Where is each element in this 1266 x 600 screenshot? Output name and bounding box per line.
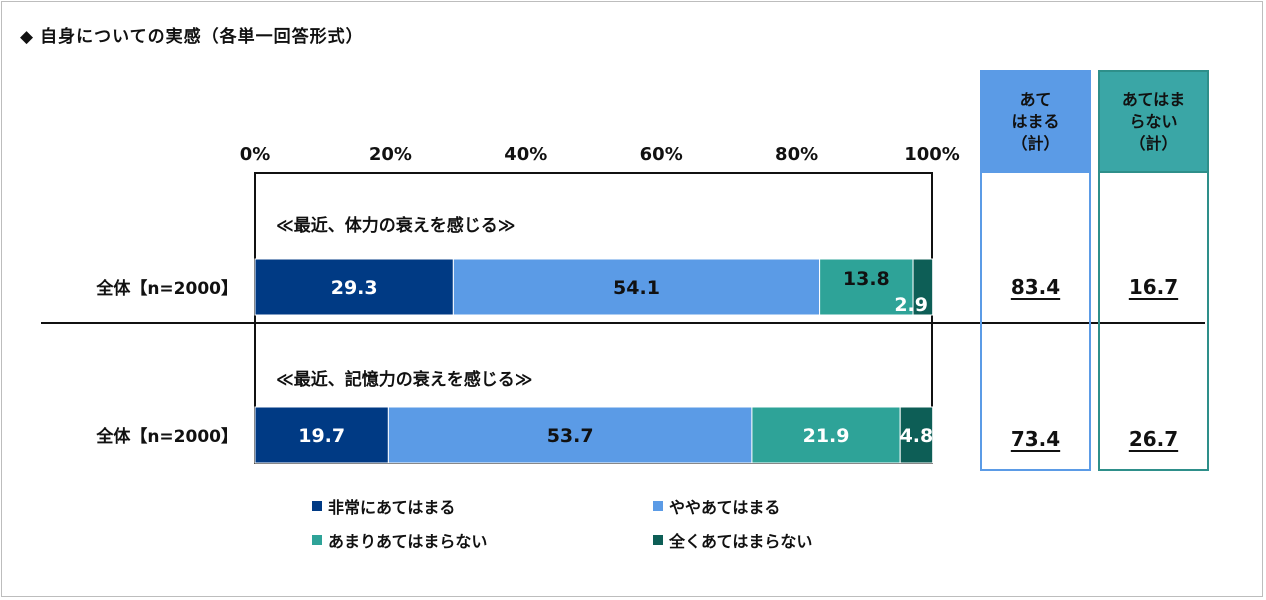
bar-segment bbox=[254, 258, 454, 316]
legend-label: ややあてはまる bbox=[669, 498, 781, 517]
sum-no-header-line: あてはま bbox=[1121, 89, 1186, 109]
legend-label: 全くあてはまらない bbox=[669, 532, 813, 551]
row-caption: ≪最近、記憶力の衰えを感じる≫ bbox=[276, 369, 533, 390]
sum-no-header: あてはま らない （計） bbox=[1100, 72, 1207, 173]
sum-yes-column: あて はまる （計） 83.4 73.4 bbox=[980, 70, 1091, 471]
bar-segment bbox=[819, 258, 914, 316]
chart-title: ◆ 自身についての実感（各単一回答形式） bbox=[20, 22, 364, 47]
sum-yes-value: 73.4 bbox=[1010, 427, 1061, 451]
sum-no-column: あてはま らない （計） 16.7 26.7 bbox=[1098, 70, 1209, 471]
x-tick-label: 0% bbox=[240, 144, 271, 165]
row-caption: ≪最近、体力の衰えを感じる≫ bbox=[276, 215, 516, 236]
legend-item: ややあてはまる bbox=[653, 494, 780, 518]
legend-item: あまりあてはまらない bbox=[312, 528, 487, 552]
sum-no-header-line: らない bbox=[1129, 111, 1178, 131]
sum-yes-header-line: はまる bbox=[1011, 111, 1060, 131]
bar-segment bbox=[899, 406, 934, 464]
data-label: 19.7 bbox=[298, 425, 345, 447]
sum-yes-header-line: （計） bbox=[1011, 133, 1060, 153]
data-label: 4.8 bbox=[900, 425, 934, 447]
sum-yes-header: あて はまる （計） bbox=[982, 72, 1089, 173]
x-tick-label: 20% bbox=[369, 144, 412, 165]
bar-segment bbox=[751, 406, 901, 464]
x-tick-label: 60% bbox=[640, 144, 683, 165]
sum-no-header-line: （計） bbox=[1129, 133, 1178, 153]
data-label: 2.9 bbox=[894, 294, 928, 316]
x-tick-label: 80% bbox=[775, 144, 818, 165]
legend-swatch bbox=[312, 501, 322, 511]
sum-yes-value: 83.4 bbox=[1010, 275, 1061, 299]
data-label: 29.3 bbox=[331, 277, 378, 299]
legend-item: 全くあてはまらない bbox=[653, 528, 812, 552]
legend-label: 非常にあてはまる bbox=[328, 498, 456, 517]
data-label: 54.1 bbox=[613, 277, 660, 299]
bar-segment bbox=[254, 406, 389, 464]
diamond-icon: ◆ bbox=[20, 27, 35, 47]
chart-title-text: 自身についての実感（各単一回答形式） bbox=[40, 27, 364, 47]
sum-no-value: 26.7 bbox=[1128, 427, 1179, 451]
row-label: 全体【n=2000】 bbox=[95, 426, 238, 447]
x-tick-label: 40% bbox=[504, 144, 547, 165]
data-label: 13.8 bbox=[843, 268, 890, 290]
sum-no-value: 16.7 bbox=[1128, 275, 1179, 299]
data-label: 53.7 bbox=[547, 425, 594, 447]
bar-segment bbox=[452, 258, 821, 316]
legend-swatch bbox=[312, 535, 322, 545]
bar-segment bbox=[912, 258, 934, 316]
sum-yes-header-line: あて bbox=[1019, 89, 1052, 109]
legend-swatch bbox=[653, 501, 663, 511]
legend-swatch bbox=[653, 535, 663, 545]
bar-segment bbox=[387, 406, 753, 464]
data-label: 21.9 bbox=[803, 425, 850, 447]
row-label: 全体【n=2000】 bbox=[95, 278, 238, 299]
x-tick-label: 100% bbox=[904, 144, 960, 165]
legend-label: あまりあてはまらない bbox=[328, 532, 488, 551]
legend-item: 非常にあてはまる bbox=[312, 494, 455, 518]
